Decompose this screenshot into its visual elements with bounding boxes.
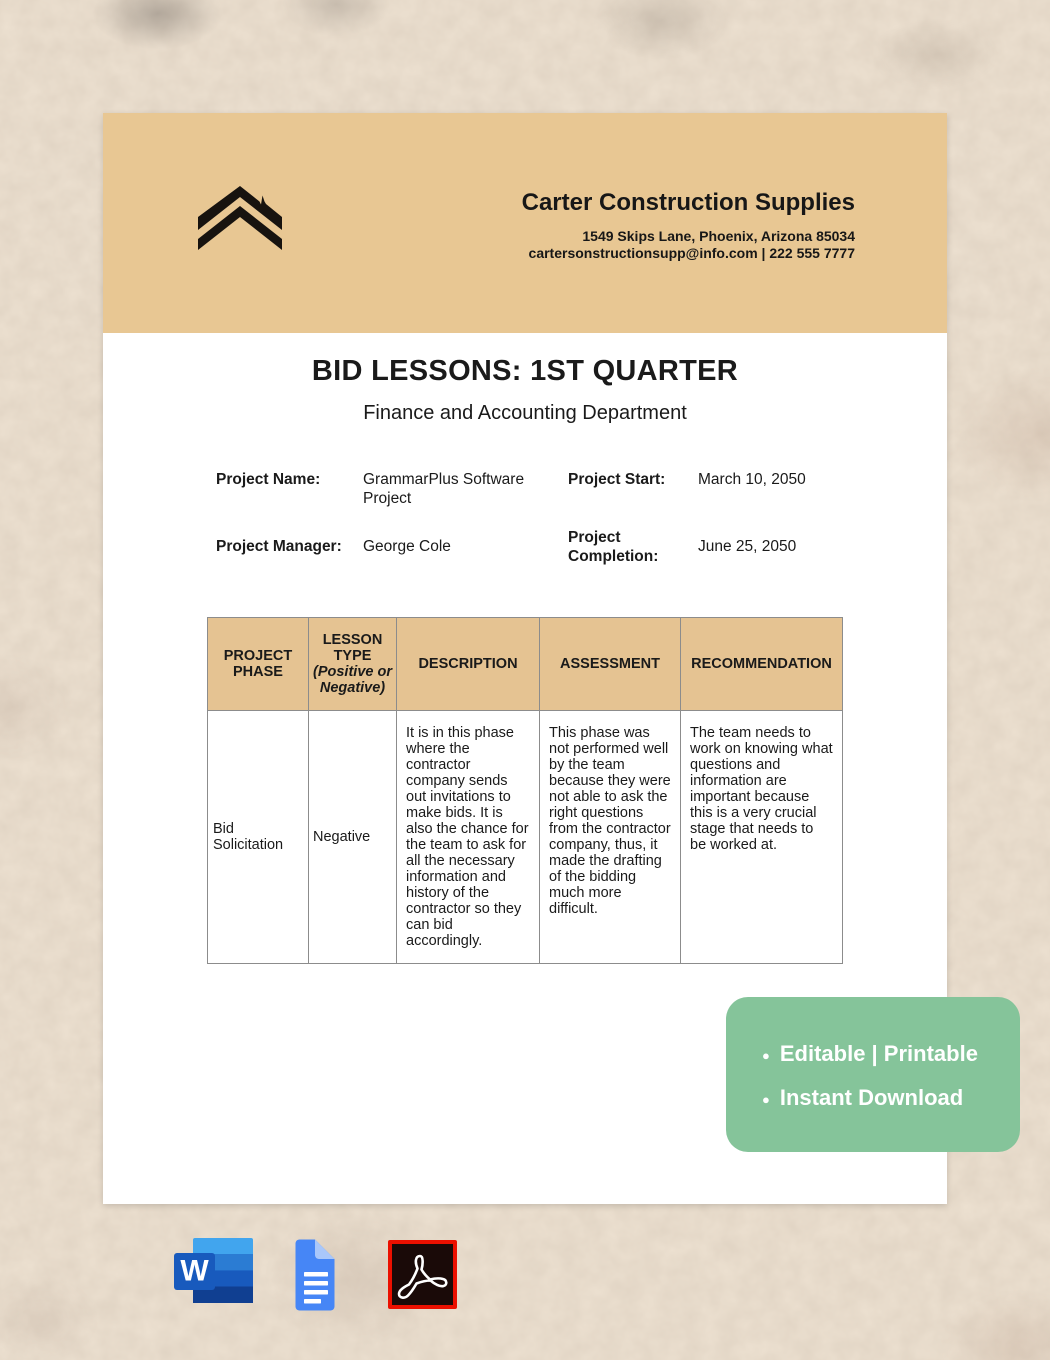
svg-text:W: W bbox=[180, 1255, 209, 1288]
